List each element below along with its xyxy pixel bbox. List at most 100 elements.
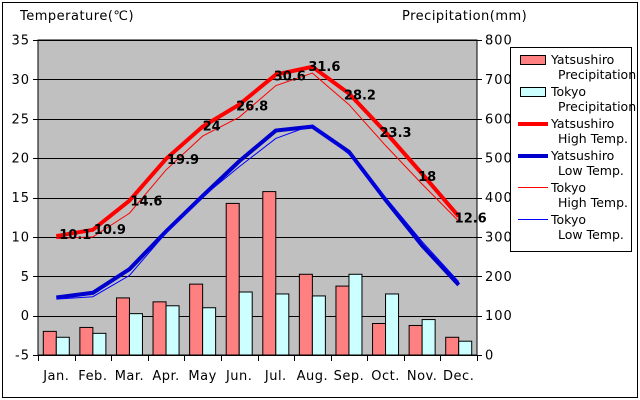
month-label: Jul. [264,369,287,384]
legend-label: Yatsushiro High Temp. [548,116,628,146]
line-tokyo-low-temp [56,124,460,300]
month-label: Jan. [42,369,69,384]
legend-label: Yatsushiro Low Temp. [548,148,624,178]
legend-label-name: Yatsushiro [551,148,615,163]
point-label: 19.9 [167,153,199,168]
bar-yatsushiro-precipitation-aug [298,273,313,356]
bar-tokyo-precipitation-apr [165,305,180,356]
bar-tokyo-precipitation-aug [311,295,326,356]
legend-swatch-tokyo-precipitation [518,84,548,99]
bar-yatsushiro-precipitation-mar [115,297,130,356]
temp-axis-tick-label: 0 [21,309,30,324]
bar-tokyo-precipitation-jun [238,291,253,356]
thin-line-swatch-icon [518,187,548,188]
temp-axis-tick-label: 35 [11,34,30,49]
temp-axis-tick-label: 25 [11,112,30,127]
bar-yatsushiro-precipitation-oct [372,323,387,356]
temp-axis-tick-label: 5 [21,270,30,285]
bar-tokyo-precipitation-nov [421,319,436,356]
point-label: 12.6 [455,211,487,226]
legend-label: Tokyo Low Temp. [548,212,624,242]
legend-label: Tokyo Precipitation [548,84,636,114]
precip-axis-tick-label: 600 [485,112,513,127]
bar-yatsushiro-precipitation-may [189,283,204,356]
point-label: 28.2 [344,89,376,104]
point-label: 18 [418,170,436,185]
legend-label-detail: High Temp. [558,195,628,210]
precip-axis-tick-label: 500 [485,152,513,167]
bar-tokyo-precipitation-dec [458,340,473,356]
bar-yatsushiro-precipitation-apr [152,301,167,356]
legend-label: Tokyo High Temp. [548,180,628,210]
temp-axis-tick-label: -5 [15,349,30,364]
month-label: Dec. [443,369,474,384]
bar-tokyo-precipitation-sep [348,273,363,356]
month-label: May [188,369,216,384]
point-label: 26.8 [236,100,268,115]
month-label: Nov. [407,369,438,384]
bar-tokyo-precipitation-oct [385,293,400,356]
point-label: 30.6 [274,70,306,85]
legend-label-name: Yatsushiro [551,116,615,131]
precip-axis-tick-label: 0 [485,349,494,364]
precip-axis-tick-label: 300 [485,230,513,245]
precip-axis-tick-label: 400 [485,191,513,206]
bar-yatsushiro-precipitation-sep [335,285,350,356]
legend-label-detail: Low Temp. [558,163,624,178]
temp-axis-tick-label: 15 [11,191,30,206]
thin-line-swatch-icon [518,219,548,220]
legend-swatch-yatsushiro-precipitation [518,52,548,67]
legend-label-name: Tokyo [551,180,586,195]
bar-yatsushiro-precipitation-dec [445,336,460,356]
bar-swatch-icon [520,86,546,97]
legend-label-name: Tokyo [551,84,586,99]
legend-swatch-yatsushiro-high-temp [518,116,548,131]
legend-label-detail: High Temp. [558,131,628,146]
legend-label-detail: Precipitation [558,99,637,114]
plot-area [37,39,478,356]
precip-axis-tick-label: 800 [485,34,513,49]
legend-swatch-yatsushiro-low-temp [518,148,548,163]
line-yatsushiro-high-temp [55,64,461,239]
month-label: Apr. [152,369,179,384]
point-label: 14.6 [130,195,162,210]
point-label: 10.9 [94,223,126,238]
bar-yatsushiro-precipitation-nov [408,324,423,356]
bar-yatsushiro-precipitation-feb [79,326,94,356]
month-label: Oct. [371,369,400,384]
legend-item-yatsushiro-precipitation: Yatsushiro Precipitation [511,52,636,84]
month-label: Jun. [225,369,252,384]
precipitation-axis-title: Precipitation(mm) [402,9,528,24]
month-label: Sep. [334,369,365,384]
precip-axis-tick-label: 200 [485,270,513,285]
legend-label-name: Yatsushiro [551,52,615,67]
point-label: 10.1 [59,228,91,243]
bar-tokyo-precipitation-mar [128,313,143,356]
legend-swatch-tokyo-low-temp [518,212,548,227]
legend-item-tokyo-precipitation: Tokyo Precipitation [511,84,636,116]
month-label: Mar. [115,369,144,384]
bar-tokyo-precipitation-jan [55,336,70,356]
chart-legend: Yatsushiro Precipitation Tokyo Precipitatio… [510,47,636,252]
temp-axis-tick-label: 10 [11,230,30,245]
legend-swatch-tokyo-high-temp [518,180,548,195]
month-label: Feb. [78,369,107,384]
legend-item-tokyo-low-temp: Tokyo Low Temp. [511,212,631,244]
precip-axis-tick-label: 100 [485,309,513,324]
legend-label: Yatsushiro Precipitation [548,52,636,82]
temp-axis-tick-label: 30 [11,73,30,88]
bar-tokyo-precipitation-feb [92,332,107,356]
temperature-axis-title: Temperature(℃) [20,9,135,24]
thick-line-swatch-icon [518,153,548,158]
legend-label-detail: Precipitation [558,67,637,82]
precip-axis-tick-label: 700 [485,73,513,88]
temp-axis-tick-label: 20 [11,152,30,167]
legend-label-name: Tokyo [551,212,586,227]
legend-item-yatsushiro-high-temp: Yatsushiro High Temp. [511,116,631,148]
bar-yatsushiro-precipitation-jun [225,202,240,356]
bar-yatsushiro-precipitation-jul [262,191,277,356]
month-label: Aug. [297,369,329,384]
legend-label-detail: Low Temp. [558,227,624,242]
